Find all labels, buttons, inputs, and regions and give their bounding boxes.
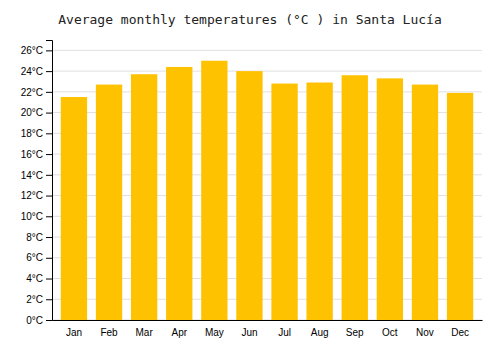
tick-label: 22°C [21,87,43,98]
tick-mark [46,216,52,217]
tick: Oct [382,327,398,338]
bar [306,83,332,320]
bar [236,71,262,320]
bar [412,85,438,320]
bar [377,78,403,320]
tick: 0°C [26,315,52,326]
tick: 24°C [21,66,52,77]
grid-line [52,50,482,51]
tick-label: 12°C [21,190,43,201]
bar [201,61,227,320]
tick-mark [46,113,52,114]
tick: 20°C [21,107,52,118]
axis-line [53,320,483,321]
tick: 4°C [26,273,52,284]
tick: 2°C [26,294,52,305]
tick-label: Apr [171,327,187,338]
plot: 0°C 2°C 4°C 6°C 8°C 10°C 12°C 14°C 16°C 18°C 20°C 2… [21,41,483,339]
bar [342,75,368,320]
tick: Nov [416,327,434,338]
tick-mark [46,50,52,51]
grid-line [52,71,482,72]
tick-label: 14°C [21,170,43,181]
tick-label: Nov [416,327,434,338]
tick-label: 16°C [21,149,43,160]
tick-label: 6°C [26,252,43,263]
tick: 26°C [21,45,52,56]
tick-mark [46,279,52,280]
tick: 10°C [21,211,52,222]
tick-label: Jul [278,327,291,338]
tick-label: 24°C [21,66,43,77]
tick-label: Jan [66,327,82,338]
tick-mark [46,299,52,300]
bar [131,74,157,320]
tick-mark [46,92,52,93]
tick: Jan [66,327,82,338]
tick-label: Oct [382,327,398,338]
tick: Dec [451,327,469,338]
tick: Jul [278,327,291,338]
bar [96,85,122,320]
tick: Feb [100,327,118,338]
tick-label: 2°C [26,294,43,305]
tick-label: Aug [311,327,329,338]
tick: 6°C [26,252,52,263]
tick-label: 26°C [21,45,43,56]
tick: 12°C [21,190,52,201]
y-axis: 0°C 2°C 4°C 6°C 8°C 10°C 12°C 14°C 16°C 18°C 20°C 2… [21,41,53,326]
tick-label: 18°C [21,128,43,139]
tick-label: 10°C [21,211,43,222]
tick: 8°C [26,232,52,243]
tick: 14°C [21,170,52,181]
tick-mark [46,237,52,238]
tick: Apr [171,327,187,338]
bar [166,67,192,320]
chart: 0°C 2°C 4°C 6°C 8°C 10°C 12°C 14°C 16°C 18°C 20°C 2… [0,0,500,350]
bar [61,97,87,320]
tick: May [205,327,224,338]
tick: 16°C [21,149,52,160]
axis-line [46,41,53,321]
tick-mark [46,175,52,176]
x-axis: Jan Feb Mar Apr May Jun Jul Aug Sep Oct Nov Dec [53,321,483,339]
tick-label: 20°C [21,107,43,118]
title: Average monthly temperatures (°C ) in Sa… [58,12,442,27]
bar [447,93,473,320]
tick-label: 4°C [26,273,43,284]
bar [271,84,297,320]
tick: 18°C [21,128,52,139]
tick-mark [46,133,52,134]
tick-label: 8°C [26,232,43,243]
tick-label: Dec [451,327,469,338]
tick-mark [46,154,52,155]
tick-label: May [205,327,224,338]
tick-mark [46,196,52,197]
grid [52,50,482,320]
tick-label: Mar [136,327,154,338]
tick: Mar [136,327,154,338]
tick-mark [46,258,52,259]
tick: Sep [346,327,364,338]
tick-label: 0°C [26,315,43,326]
tick-label: Jun [241,327,257,338]
tick-label: Feb [100,327,118,338]
tick: 22°C [21,87,52,98]
tick: Aug [311,327,329,338]
tick-mark [46,71,52,72]
tick-mark [46,320,52,321]
tick-label: Sep [346,327,364,338]
bars [61,61,473,320]
tick: Jun [241,327,257,338]
